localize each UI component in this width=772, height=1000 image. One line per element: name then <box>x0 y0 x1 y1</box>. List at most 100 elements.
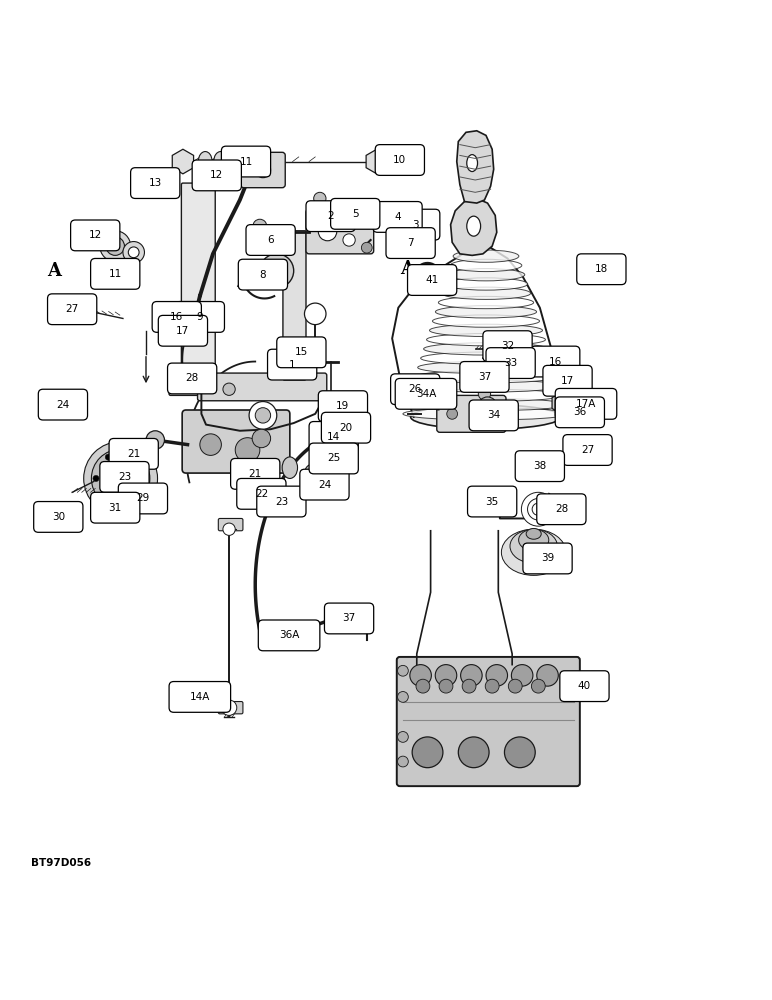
FancyBboxPatch shape <box>523 543 572 574</box>
Ellipse shape <box>453 250 519 262</box>
Text: 20: 20 <box>340 423 353 433</box>
FancyBboxPatch shape <box>130 168 180 198</box>
FancyBboxPatch shape <box>259 620 320 651</box>
FancyBboxPatch shape <box>168 363 217 394</box>
Circle shape <box>200 434 222 455</box>
FancyBboxPatch shape <box>218 702 243 714</box>
Circle shape <box>398 756 408 767</box>
Ellipse shape <box>501 529 566 575</box>
Circle shape <box>508 679 522 693</box>
FancyBboxPatch shape <box>373 202 422 232</box>
Text: 29: 29 <box>137 493 150 503</box>
FancyBboxPatch shape <box>169 682 231 712</box>
Circle shape <box>252 429 271 448</box>
Text: 18: 18 <box>594 264 608 274</box>
Ellipse shape <box>214 152 228 172</box>
Circle shape <box>439 679 453 693</box>
Ellipse shape <box>305 463 328 478</box>
Text: 17A: 17A <box>576 399 596 409</box>
FancyBboxPatch shape <box>241 152 285 188</box>
Circle shape <box>249 402 277 429</box>
FancyBboxPatch shape <box>231 458 279 489</box>
Text: 25: 25 <box>327 453 340 463</box>
FancyBboxPatch shape <box>300 469 349 500</box>
Text: 13: 13 <box>148 178 162 188</box>
Circle shape <box>479 397 496 415</box>
Text: 1: 1 <box>289 360 296 370</box>
FancyBboxPatch shape <box>169 378 228 395</box>
Circle shape <box>511 665 533 686</box>
Circle shape <box>256 408 271 423</box>
Text: A: A <box>401 260 415 278</box>
Ellipse shape <box>229 152 243 172</box>
Text: 41: 41 <box>425 275 438 285</box>
FancyBboxPatch shape <box>555 397 604 428</box>
FancyBboxPatch shape <box>515 451 564 482</box>
Circle shape <box>260 254 293 288</box>
Circle shape <box>130 454 136 460</box>
Circle shape <box>504 737 535 768</box>
Text: 37: 37 <box>478 372 491 382</box>
Text: 23: 23 <box>118 472 131 482</box>
Circle shape <box>111 242 119 250</box>
Text: 39: 39 <box>541 553 554 563</box>
Circle shape <box>100 231 130 262</box>
FancyBboxPatch shape <box>395 378 457 409</box>
FancyBboxPatch shape <box>48 294 96 325</box>
Circle shape <box>478 412 489 422</box>
FancyBboxPatch shape <box>486 348 535 378</box>
Ellipse shape <box>527 528 541 539</box>
FancyBboxPatch shape <box>100 462 149 492</box>
Text: 3: 3 <box>412 220 418 230</box>
FancyBboxPatch shape <box>468 486 516 517</box>
Ellipse shape <box>519 529 549 551</box>
FancyBboxPatch shape <box>560 671 609 702</box>
Circle shape <box>91 449 150 508</box>
Text: 27: 27 <box>581 445 594 455</box>
Text: 11: 11 <box>109 269 122 279</box>
FancyBboxPatch shape <box>70 220 120 251</box>
FancyBboxPatch shape <box>375 145 425 175</box>
Ellipse shape <box>198 152 212 172</box>
FancyBboxPatch shape <box>408 265 457 295</box>
FancyBboxPatch shape <box>34 502 83 532</box>
Circle shape <box>361 242 372 253</box>
Ellipse shape <box>415 371 557 383</box>
FancyBboxPatch shape <box>543 365 592 396</box>
Circle shape <box>183 326 192 335</box>
Ellipse shape <box>438 296 533 309</box>
FancyBboxPatch shape <box>460 362 509 392</box>
Circle shape <box>486 679 499 693</box>
Ellipse shape <box>510 529 557 563</box>
PathPatch shape <box>451 198 496 255</box>
Text: 23: 23 <box>275 497 288 507</box>
Text: 33: 33 <box>504 358 517 368</box>
Circle shape <box>416 679 430 693</box>
FancyBboxPatch shape <box>283 231 306 380</box>
Ellipse shape <box>450 259 522 272</box>
Text: 36: 36 <box>574 407 587 417</box>
Ellipse shape <box>403 408 569 420</box>
Text: 40: 40 <box>578 681 591 691</box>
Circle shape <box>130 497 136 503</box>
Circle shape <box>479 388 491 400</box>
Circle shape <box>269 263 284 278</box>
Ellipse shape <box>442 287 530 299</box>
Text: 37: 37 <box>343 613 356 623</box>
Circle shape <box>105 454 111 460</box>
Text: 26: 26 <box>408 384 422 394</box>
Text: 19: 19 <box>337 401 350 411</box>
FancyBboxPatch shape <box>306 209 374 254</box>
Text: 15: 15 <box>295 347 308 357</box>
FancyBboxPatch shape <box>555 388 617 419</box>
FancyBboxPatch shape <box>330 198 380 229</box>
Text: 8: 8 <box>259 270 266 280</box>
Circle shape <box>313 192 326 205</box>
Text: 36A: 36A <box>279 630 300 640</box>
Circle shape <box>412 737 443 768</box>
FancyBboxPatch shape <box>483 331 532 362</box>
FancyBboxPatch shape <box>537 494 586 525</box>
Circle shape <box>223 383 235 395</box>
FancyBboxPatch shape <box>152 302 201 332</box>
Circle shape <box>462 679 476 693</box>
